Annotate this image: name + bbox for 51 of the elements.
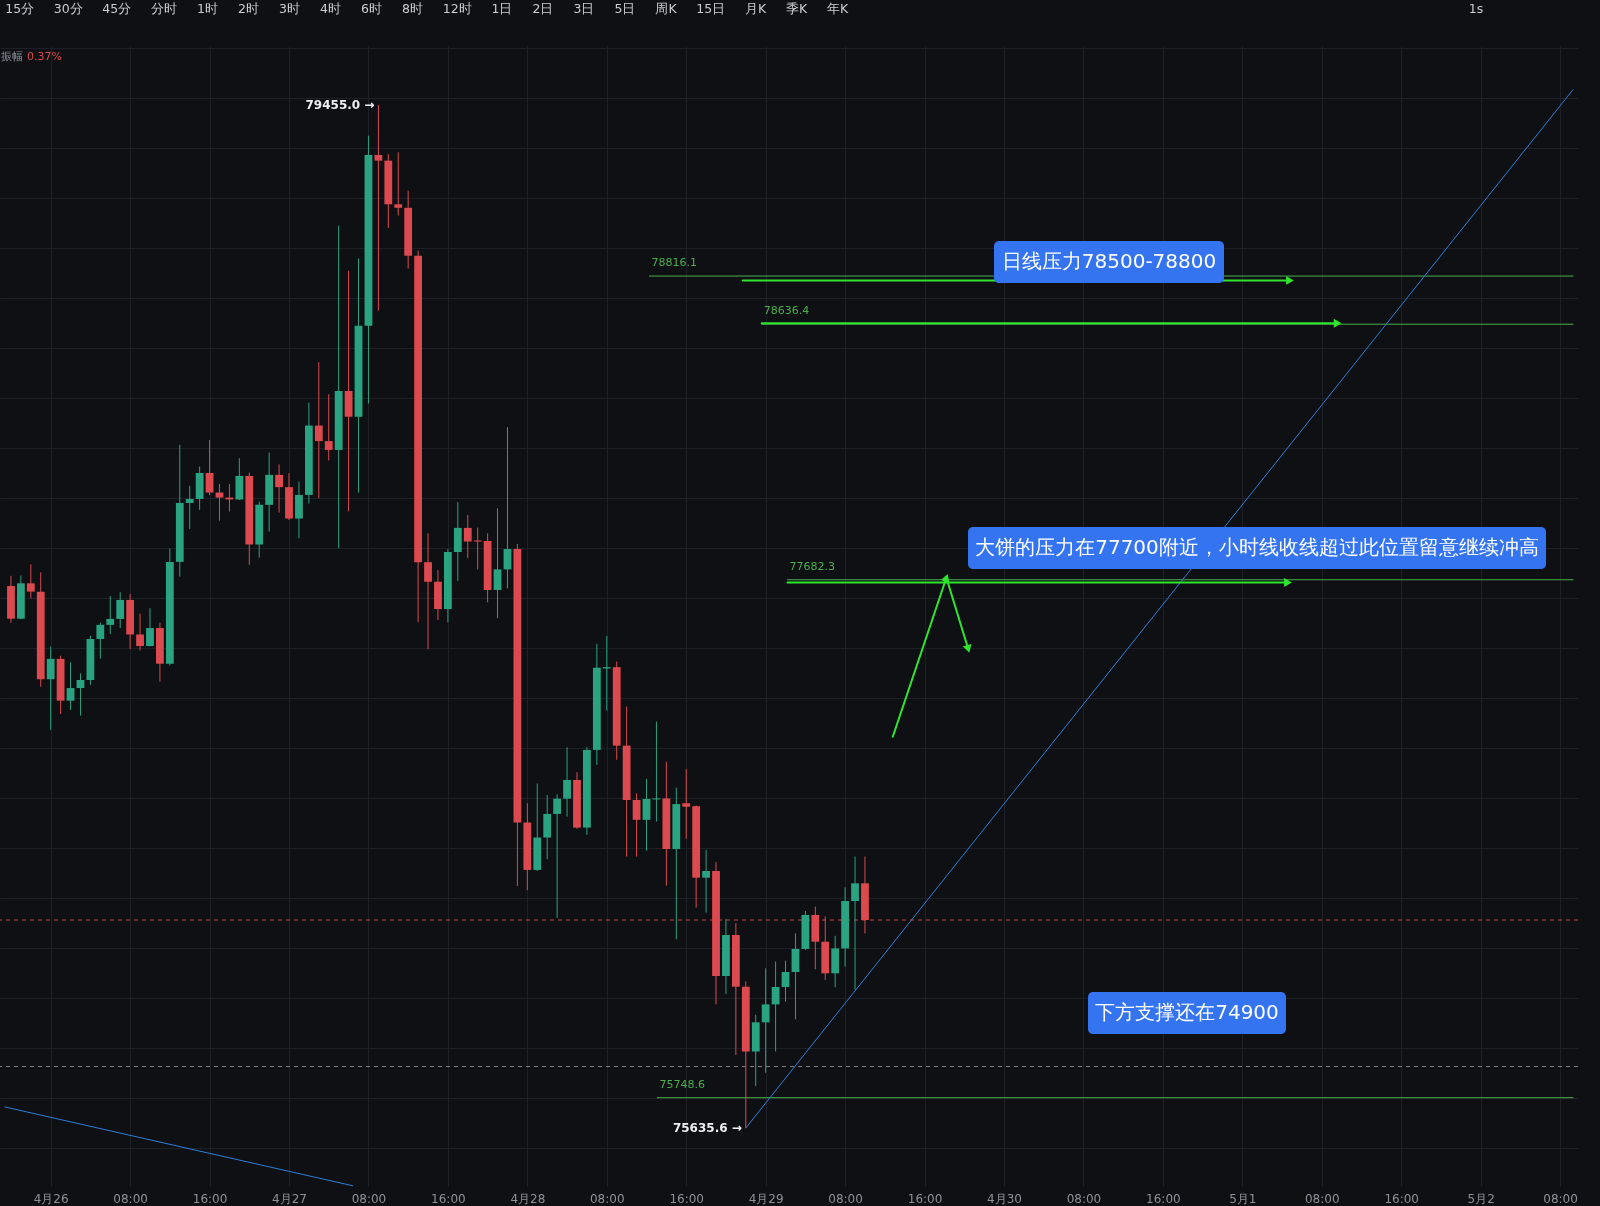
x-tick-label: 08:00 <box>1304 1191 1340 1206</box>
x-tick-label: 16:00 <box>1384 1191 1419 1206</box>
text: 1时 <box>197 1 218 16</box>
x-tick-label: 08:00 <box>828 1191 863 1206</box>
data-label: 77682.3 <box>789 559 836 573</box>
text: 8时 <box>402 1 423 16</box>
annotation: 大饼的压力在77700附近，小时线收线超过此位置留意继续冲高 <box>975 535 1539 559</box>
x-tick-label: 5月2 <box>1467 1191 1495 1206</box>
x-tick-label: 16:00 <box>1146 1191 1181 1206</box>
text: 3时 <box>279 1 300 16</box>
x-tick-label: 4月30 <box>987 1191 1022 1206</box>
text: 季K <box>785 1 808 16</box>
data-label: 75748.6 <box>659 1077 705 1091</box>
text: 15分 <box>5 1 35 16</box>
data-label: 78636.4 <box>763 304 810 318</box>
x-tick-label: 16:00 <box>907 1191 943 1206</box>
text: 75635.6 → <box>672 1120 742 1135</box>
text: 2时 <box>238 1 259 16</box>
text: 分时 <box>151 1 177 16</box>
annotation: 下方支撑还在74900 <box>1095 1000 1279 1024</box>
text: 周K <box>655 1 678 16</box>
text: 5日 <box>614 1 636 16</box>
x-tick-label: 08:00 <box>589 1191 625 1206</box>
text: 15日 <box>696 1 726 16</box>
x-tick-label: 08:00 <box>351 1191 387 1206</box>
x-tick-label: 16:00 <box>669 1191 705 1206</box>
text: 年K <box>826 1 849 16</box>
text: 2日 <box>532 1 554 16</box>
x-tick-label: 08:00 <box>1543 1191 1578 1206</box>
x-tick-label: 08:00 <box>113 1191 148 1206</box>
text: 3日 <box>573 1 595 16</box>
x-tick-label: 4月29 <box>748 1191 784 1206</box>
x-tick-label: 4月28 <box>510 1191 546 1206</box>
x-tick-label: 4月26 <box>33 1191 69 1206</box>
x-tick-label: 5月1 <box>1229 1191 1257 1206</box>
text: 45分 <box>102 1 132 16</box>
data-label: 78816.1 <box>651 256 697 270</box>
text: 1日 <box>491 1 513 16</box>
chart-subtitle: 振幅 0.37% <box>1 50 62 63</box>
x-tick-label: 4月27 <box>272 1191 307 1206</box>
text: 12时 <box>442 1 472 16</box>
text: 6时 <box>361 1 382 16</box>
text: 79455.0 → <box>305 97 375 112</box>
x-tick-label: 16:00 <box>192 1191 228 1206</box>
text: 4时 <box>320 1 341 16</box>
x-tick-label: 16:00 <box>431 1191 466 1206</box>
x-tick-label: 08:00 <box>1066 1191 1102 1206</box>
text: 30分 <box>53 1 83 16</box>
text: 1s <box>1468 1 1484 16</box>
text: 月K <box>744 1 767 16</box>
annotation: 日线压力78500-78800 <box>1001 249 1217 273</box>
